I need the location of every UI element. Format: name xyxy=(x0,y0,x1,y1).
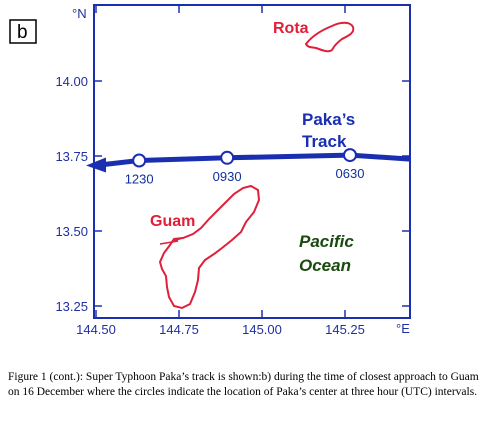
panel-label: b xyxy=(17,22,28,43)
panel-label-box xyxy=(9,19,37,44)
latitude-tick-label: 13.25 xyxy=(55,299,88,314)
latitude-axis: 14.00 13.75 13.50 13.25 xyxy=(55,74,410,314)
latitude-tick-label: 14.00 xyxy=(55,74,88,89)
map: b 14.00 13.75 13.50 13.25 144.50 144.75 145.0… xyxy=(9,4,411,337)
track-time-label: 0930 xyxy=(213,169,242,184)
track-time-label: 0630 xyxy=(336,166,365,181)
figure-caption: Figure 1 (cont.): Super Typhoon Paka’s t… xyxy=(8,371,479,398)
latitude-unit-label: °N xyxy=(72,6,87,21)
guam-island-outline xyxy=(158,184,261,310)
longitude-tick-label: 145.00 xyxy=(242,322,282,337)
track-label-line2: Track xyxy=(302,132,347,151)
longitude-axis: 144.50 144.75 145.00 145.25 xyxy=(76,5,365,337)
ocean-label-line2: Ocean xyxy=(299,256,351,275)
longitude-unit-label: °E xyxy=(396,321,410,336)
rota-island-outline xyxy=(304,21,355,53)
rota-label: Rota xyxy=(273,20,309,37)
latitude-tick-label: 13.75 xyxy=(55,149,88,164)
track-position-marker xyxy=(132,153,147,168)
track-time-label: 1230 xyxy=(125,172,154,187)
longitude-tick-label: 144.50 xyxy=(76,322,116,337)
track-position-marker xyxy=(342,148,357,163)
track-line xyxy=(103,152,411,167)
typhoon-track: 1230 0930 0630 xyxy=(86,148,411,187)
track-position-marker xyxy=(220,150,235,165)
guam-harbor-detail xyxy=(159,237,183,245)
track-arrowhead xyxy=(86,157,106,173)
latitude-tick-label: 13.50 xyxy=(55,224,88,239)
map-frame xyxy=(93,4,411,319)
guam-label: Guam xyxy=(150,213,195,230)
longitude-tick-label: 144.75 xyxy=(159,322,199,337)
ocean-label-line1: Pacific xyxy=(299,232,354,251)
track-label-line1: Paka’s xyxy=(302,110,355,129)
longitude-tick-label: 145.25 xyxy=(325,322,365,337)
